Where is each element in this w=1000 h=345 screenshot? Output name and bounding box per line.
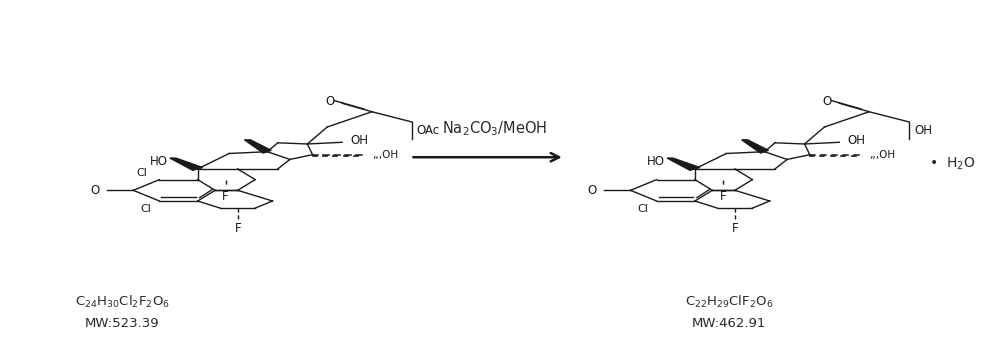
Text: F̈: F̈ (719, 190, 726, 203)
Polygon shape (170, 158, 203, 170)
Text: OH: OH (350, 134, 368, 147)
Text: •  H$_2$O: • H$_2$O (929, 156, 976, 172)
Polygon shape (244, 140, 271, 153)
Text: O: O (822, 95, 831, 108)
Text: C$_{24}$H$_{30}$Cl$_2$F$_2$O$_6$: C$_{24}$H$_{30}$Cl$_2$F$_2$O$_6$ (75, 294, 170, 309)
Text: ,,,OH: ,,,OH (372, 150, 398, 160)
Text: O: O (587, 184, 596, 197)
Text: F̈: F̈ (234, 221, 241, 235)
Polygon shape (667, 158, 700, 170)
Text: Cl: Cl (638, 204, 649, 214)
Text: HO: HO (647, 155, 665, 168)
Text: OH: OH (847, 134, 865, 147)
Text: O: O (90, 184, 99, 197)
Text: OAc: OAc (417, 124, 440, 137)
Text: MW:462.91: MW:462.91 (692, 317, 766, 330)
Text: F̈: F̈ (732, 221, 738, 235)
Text: HO: HO (150, 155, 168, 168)
Text: OH: OH (914, 124, 932, 137)
Text: C$_{22}$H$_{29}$ClF$_2$O$_6$: C$_{22}$H$_{29}$ClF$_2$O$_6$ (685, 294, 773, 309)
Text: ,,,OH: ,,,OH (869, 150, 896, 160)
Text: F̈: F̈ (222, 190, 229, 203)
Text: Cl: Cl (141, 204, 151, 214)
Text: O: O (325, 95, 334, 108)
Text: Na$_2$CO$_3$/MeOH: Na$_2$CO$_3$/MeOH (442, 119, 548, 138)
Text: MW:523.39: MW:523.39 (85, 317, 159, 330)
Polygon shape (742, 140, 769, 153)
Text: Cl: Cl (137, 168, 147, 178)
